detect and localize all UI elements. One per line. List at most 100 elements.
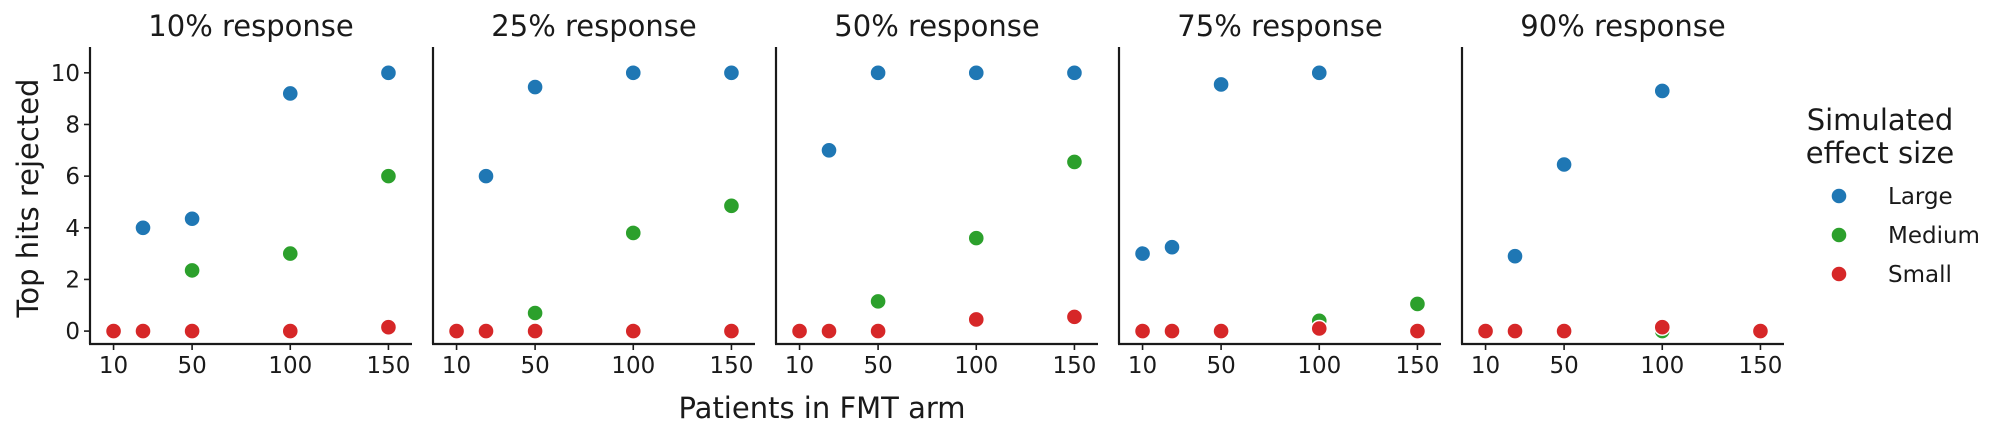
- point-small: [1555, 322, 1573, 340]
- point-large: [1065, 64, 1084, 82]
- point-medium: [183, 261, 201, 280]
- panel-title: 25% response: [491, 9, 696, 43]
- point-small: [1408, 322, 1427, 340]
- point-medium: [624, 224, 642, 242]
- panel-5: 90% response 10 50 100 150: [1460, 9, 1784, 379]
- legend-title-line2: effect size: [1806, 136, 1954, 170]
- y-axis-label: Top hits rejected: [11, 79, 45, 319]
- y-tick-label: 10: [51, 61, 80, 87]
- legend-marker-medium: [1830, 226, 1848, 244]
- point-large: [1310, 64, 1328, 82]
- point-small: [869, 322, 887, 340]
- point-large: [1506, 247, 1524, 265]
- point-large: [1653, 82, 1671, 100]
- x-tick-label: 50: [177, 353, 206, 379]
- point-large: [1133, 244, 1152, 263]
- point-small: [281, 322, 299, 340]
- point-small: [134, 322, 152, 340]
- x-tick-label: 100: [954, 353, 998, 379]
- point-large: [722, 64, 741, 82]
- point-small: [820, 322, 838, 340]
- x-tick-label: 50: [1206, 353, 1235, 379]
- panel-4: 75% response 10 50 100 150: [1117, 9, 1441, 379]
- point-large: [281, 84, 299, 103]
- x-tick-label: 100: [268, 353, 312, 379]
- panel-1: 10% response 10 50 100 150 0 2 4 6 8 10: [51, 9, 412, 379]
- point-small: [790, 322, 809, 340]
- panel-3: 50% response 10 50 100 150: [774, 9, 1098, 379]
- legend: Simulated effect size Large Medium Small: [1806, 103, 1980, 288]
- point-small: [379, 318, 398, 336]
- point-small: [1163, 322, 1181, 340]
- x-axis-label: Patients in FMT arm: [678, 391, 965, 425]
- point-small: [526, 322, 544, 340]
- point-medium: [722, 197, 741, 215]
- panel-2: 25% response 10 50 100 150: [431, 9, 755, 379]
- x-tick-label: 150: [709, 353, 753, 379]
- point-small: [967, 310, 985, 329]
- point-large: [477, 167, 495, 185]
- point-large: [1212, 75, 1230, 94]
- point-medium: [281, 244, 299, 263]
- point-large: [869, 64, 887, 82]
- point-large: [134, 219, 152, 237]
- x-tick-label: 10: [99, 353, 128, 379]
- y-tick-label: 6: [65, 164, 80, 190]
- x-tick-label: 10: [785, 353, 814, 379]
- legend-title-line1: Simulated: [1807, 103, 1954, 137]
- x-tick-label: 100: [1297, 353, 1341, 379]
- point-large: [379, 64, 398, 82]
- y-tick-label: 2: [65, 267, 80, 293]
- point-medium: [526, 304, 544, 322]
- panel-title: 10% response: [148, 9, 353, 43]
- y-tick-label: 0: [65, 319, 80, 345]
- x-tick-label: 50: [520, 353, 549, 379]
- panel-title: 90% response: [1520, 9, 1725, 43]
- point-large: [624, 64, 642, 82]
- point-small: [104, 322, 123, 340]
- point-small: [1310, 319, 1328, 338]
- legend-label-large: Large: [1888, 184, 1953, 210]
- legend-label-small: Small: [1888, 262, 1952, 288]
- point-small: [1751, 322, 1770, 340]
- y-tick-label: 4: [65, 216, 80, 242]
- point-small: [447, 322, 466, 340]
- x-tick-label: 100: [1640, 353, 1684, 379]
- point-small: [1133, 322, 1152, 340]
- point-medium: [869, 292, 887, 311]
- x-tick-label: 10: [442, 353, 471, 379]
- point-medium: [379, 167, 398, 185]
- point-small: [1065, 308, 1084, 326]
- panel-title: 50% response: [834, 9, 1039, 43]
- x-tick-label: 10: [1471, 353, 1500, 379]
- point-large: [526, 78, 544, 96]
- point-small: [183, 322, 201, 340]
- x-tick-label: 150: [1395, 353, 1439, 379]
- point-small: [1506, 322, 1524, 340]
- legend-label-medium: Medium: [1888, 223, 1980, 249]
- point-large: [183, 210, 201, 228]
- x-tick-label: 100: [611, 353, 655, 379]
- point-large: [820, 141, 838, 160]
- x-tick-label: 50: [1549, 353, 1578, 379]
- point-medium: [1408, 295, 1427, 313]
- point-large: [967, 64, 985, 82]
- y-tick-label: 8: [65, 112, 80, 138]
- point-medium: [967, 229, 985, 247]
- legend-marker-large: [1830, 187, 1848, 205]
- legend-entries: Large Medium Small: [1830, 184, 1980, 288]
- x-tick-label: 150: [366, 353, 410, 379]
- point-small: [1476, 322, 1495, 340]
- point-medium: [1065, 153, 1084, 171]
- legend-marker-small: [1830, 265, 1848, 283]
- x-tick-label: 150: [1052, 353, 1096, 379]
- point-small: [1653, 318, 1671, 336]
- point-small: [624, 322, 642, 340]
- x-tick-label: 10: [1128, 353, 1157, 379]
- panel-title: 75% response: [1177, 9, 1382, 43]
- x-tick-label: 150: [1738, 353, 1782, 379]
- point-small: [722, 322, 741, 340]
- point-small: [477, 322, 495, 340]
